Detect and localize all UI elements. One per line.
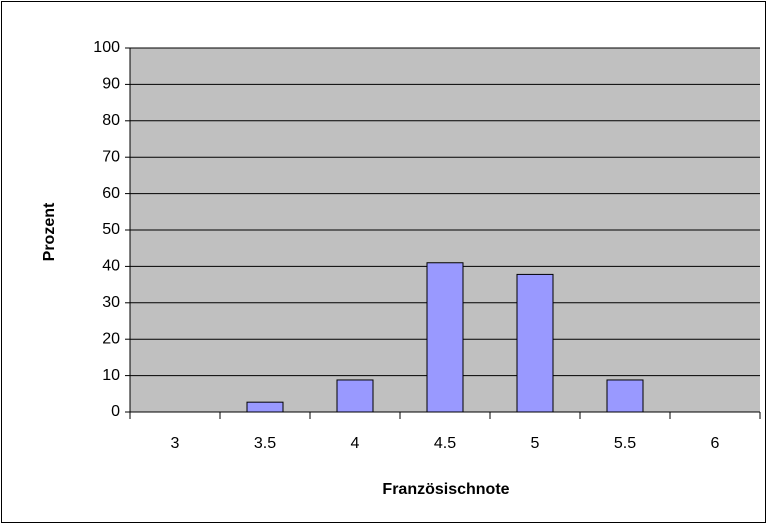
bar (246, 401, 284, 413)
y-tick-label: 20 (102, 330, 120, 347)
x-axis-label: Französischnote (382, 481, 509, 498)
y-tick-label: 40 (102, 258, 120, 275)
y-tick-label: 100 (93, 39, 120, 56)
y-tick-label: 90 (102, 76, 120, 93)
x-tick-label: 4 (351, 435, 360, 452)
x-tick-label: 6 (711, 435, 720, 452)
bar (606, 379, 644, 413)
x-tick-label: 3.5 (254, 435, 276, 452)
bar (426, 262, 464, 413)
x-tick-label: 3 (171, 435, 180, 452)
y-tick-label: 0 (111, 403, 120, 420)
bar (336, 379, 374, 413)
y-tick-label: 70 (102, 148, 120, 165)
y-tick-label: 60 (102, 185, 120, 202)
y-tick-label: 10 (102, 367, 120, 384)
x-tick-label: 4.5 (434, 435, 456, 452)
y-tick-label: 80 (102, 112, 120, 129)
bar (516, 273, 554, 413)
x-tick-label: 5 (531, 435, 540, 452)
x-tick-label: 5.5 (614, 435, 636, 452)
y-tick-label: 50 (102, 221, 120, 238)
y-axis-label: Prozent (41, 202, 58, 261)
y-tick-label: 30 (102, 294, 120, 311)
